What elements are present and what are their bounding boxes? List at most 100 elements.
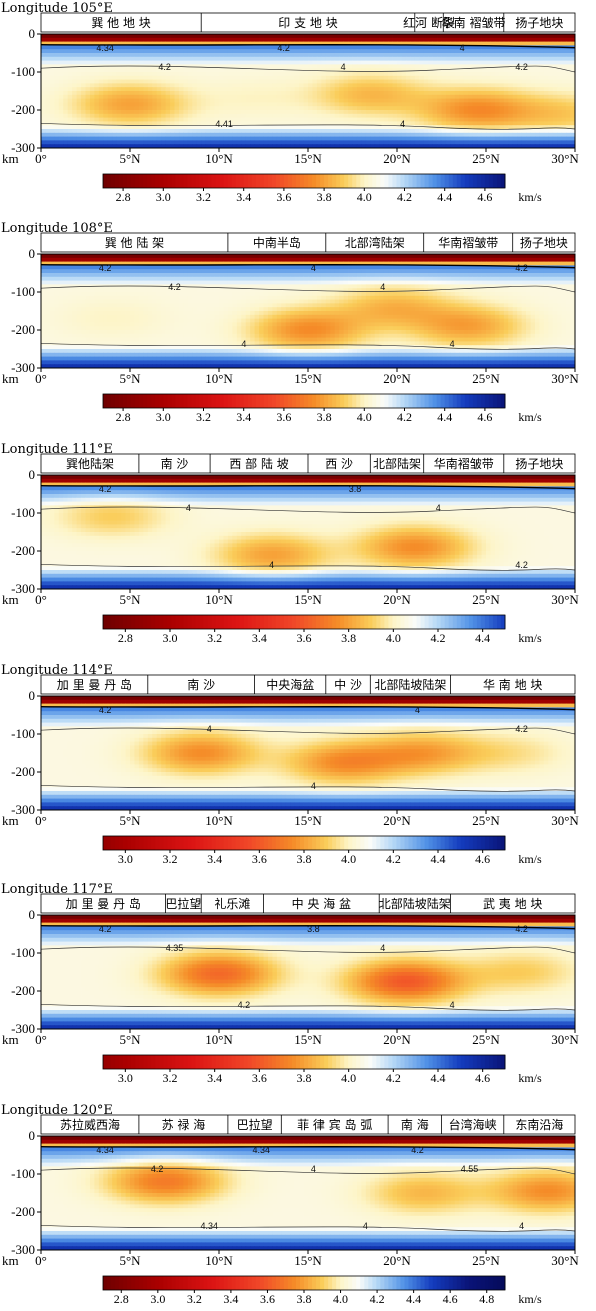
velocity-cell	[316, 37, 322, 42]
velocity-cell	[263, 125, 269, 130]
velocity-cell	[294, 257, 300, 262]
velocity-cell	[392, 129, 398, 134]
velocity-cell	[343, 121, 349, 126]
velocity-cell	[356, 254, 362, 259]
velocity-cell	[58, 273, 64, 278]
velocity-cell	[499, 144, 505, 149]
velocity-cell	[259, 91, 264, 96]
velocity-cell	[263, 68, 269, 73]
velocity-cell	[89, 261, 95, 266]
velocity-cell	[410, 125, 416, 130]
velocity-cell	[67, 75, 73, 80]
velocity-cell	[397, 276, 402, 281]
velocity-cell	[254, 72, 260, 77]
velocity-cell	[112, 87, 118, 92]
velocity-cell	[388, 37, 393, 42]
velocity-cell	[67, 125, 73, 130]
velocity-cell	[227, 276, 233, 281]
velocity-cell	[227, 41, 233, 46]
velocity-cell	[561, 34, 567, 39]
velocity-cell	[503, 280, 509, 285]
velocity-cell	[138, 41, 144, 46]
velocity-cell	[219, 106, 224, 111]
velocity-cell	[63, 49, 69, 54]
velocity-cell	[379, 261, 385, 266]
velocity-cell	[152, 132, 158, 137]
velocity-cell	[134, 53, 140, 58]
velocity-cell	[121, 72, 126, 77]
velocity-cell	[432, 269, 438, 274]
colorbar-swatch	[472, 174, 478, 188]
velocity-cell	[165, 34, 171, 39]
colorbar-swatch	[223, 174, 229, 188]
velocity-cell	[481, 136, 487, 141]
velocity-cell	[459, 75, 465, 80]
velocity-cell	[397, 79, 402, 84]
velocity-cell	[348, 37, 353, 42]
velocity-cell	[330, 136, 336, 141]
region-label: 印 支 地 块	[278, 16, 337, 30]
velocity-cell	[165, 45, 171, 50]
velocity-cell	[352, 106, 358, 111]
y-tick-label: -300	[11, 140, 35, 155]
velocity-cell	[94, 136, 100, 141]
velocity-cell	[214, 136, 220, 141]
velocity-cell	[410, 110, 416, 115]
velocity-cell	[192, 125, 198, 130]
velocity-cell	[121, 53, 126, 58]
velocity-cell	[147, 87, 153, 92]
velocity-cell	[379, 83, 385, 88]
velocity-cell	[325, 68, 331, 73]
velocity-cell	[352, 41, 358, 46]
velocity-cell	[250, 94, 255, 99]
velocity-cell	[321, 117, 327, 122]
velocity-cell	[76, 98, 82, 103]
velocity-cell	[263, 94, 269, 99]
velocity-cell	[223, 60, 229, 65]
velocity-cell	[330, 87, 336, 92]
velocity-cell	[401, 276, 407, 281]
velocity-cell	[316, 273, 322, 278]
velocity-cell	[156, 91, 162, 96]
velocity-cell	[187, 45, 193, 50]
velocity-cell	[76, 276, 82, 281]
velocity-cell	[63, 254, 69, 259]
velocity-cell	[281, 87, 287, 92]
velocity-cell	[321, 87, 327, 92]
velocity-cell	[321, 280, 327, 285]
velocity-cell	[276, 49, 282, 54]
velocity-cell	[161, 261, 166, 266]
velocity-cell	[330, 79, 336, 84]
velocity-cell	[130, 87, 135, 92]
velocity-cell	[76, 140, 82, 145]
velocity-cell	[63, 113, 69, 118]
velocity-cell	[49, 117, 55, 122]
velocity-cell	[472, 79, 478, 84]
velocity-cell	[63, 292, 69, 297]
velocity-cell	[521, 117, 527, 122]
velocity-cell	[445, 117, 451, 122]
velocity-cell	[361, 75, 367, 80]
velocity-cell	[334, 136, 340, 141]
velocity-cell	[236, 75, 242, 80]
velocity-cell	[388, 265, 393, 270]
velocity-cell	[557, 110, 563, 115]
velocity-cell	[454, 64, 460, 69]
velocity-cell	[348, 125, 353, 130]
velocity-cell	[552, 64, 558, 69]
velocity-cell	[410, 132, 416, 137]
velocity-cell	[236, 34, 242, 39]
velocity-cell	[138, 125, 144, 130]
velocity-cell	[526, 106, 531, 111]
velocity-cell	[174, 140, 180, 145]
velocity-cell	[463, 265, 469, 270]
velocity-cell	[41, 265, 46, 270]
velocity-cell	[263, 83, 269, 88]
velocity-cell	[183, 98, 189, 103]
velocity-cell	[245, 94, 251, 99]
velocity-cell	[325, 87, 331, 92]
velocity-cell	[566, 102, 571, 107]
velocity-cell	[125, 34, 131, 39]
velocity-cell	[156, 288, 162, 293]
velocity-cell	[437, 254, 442, 259]
